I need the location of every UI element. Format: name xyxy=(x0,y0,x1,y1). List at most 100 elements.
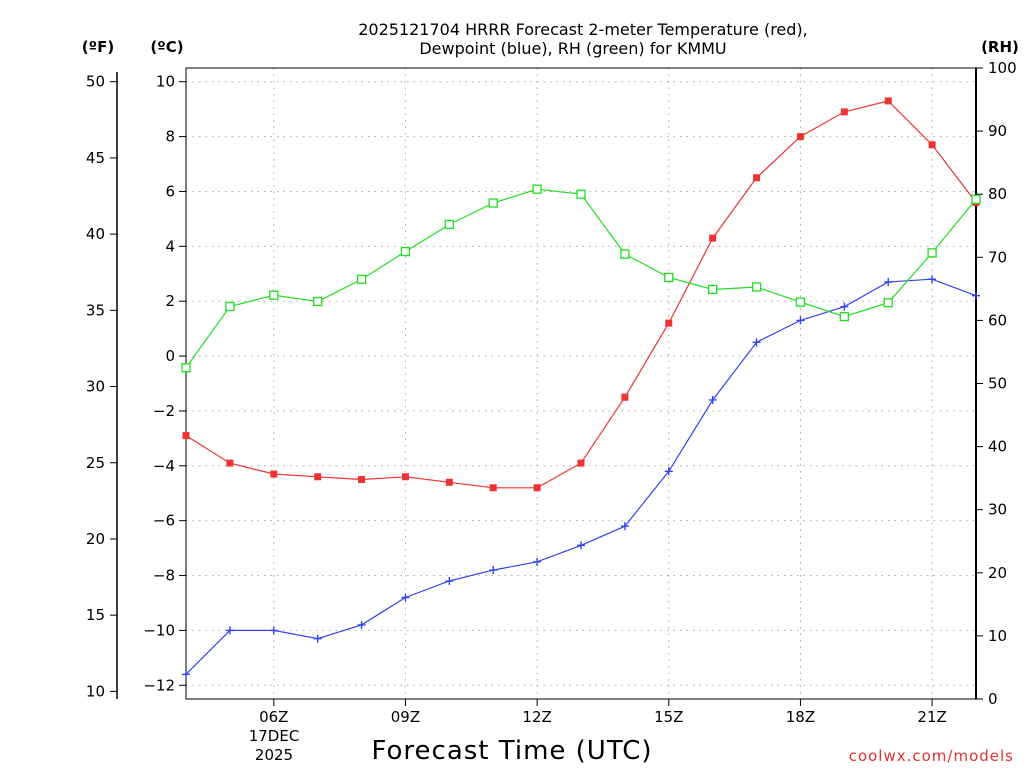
rh-point xyxy=(576,189,586,199)
temperature-line xyxy=(185,100,977,489)
celsius-tick-label: −4 xyxy=(153,457,175,475)
rh-tick-label: 20 xyxy=(988,564,1007,582)
temperature-point xyxy=(401,473,409,481)
temperature-point xyxy=(533,484,541,492)
dewpoint-point xyxy=(972,291,980,300)
rh-point xyxy=(664,272,674,283)
rh-point xyxy=(927,248,937,258)
dewpoint-point xyxy=(620,522,629,531)
time-tick-label: 09Z xyxy=(391,708,420,726)
rh-point xyxy=(444,219,454,230)
celsius-tick-label: 10 xyxy=(156,73,175,91)
temperature-point xyxy=(884,97,892,105)
celsius-tick-label: 8 xyxy=(165,128,175,146)
dewpoint-point xyxy=(928,275,937,284)
dewpoint-point xyxy=(357,620,366,629)
rh-tick-label: 100 xyxy=(988,59,1017,77)
data-series xyxy=(181,97,981,679)
celsius-tick-label: −2 xyxy=(153,402,175,420)
rh-point xyxy=(883,298,893,308)
fahrenheit-tick-label: 40 xyxy=(86,225,105,243)
dewpoint-point xyxy=(445,577,454,586)
rh-point xyxy=(400,246,411,257)
temperature-point xyxy=(928,141,936,149)
temperature-point xyxy=(621,393,629,401)
rh-point xyxy=(708,284,718,295)
credit-label: coolwx.com/models xyxy=(849,747,1014,765)
rh-point xyxy=(269,290,279,300)
fahrenheit-unit-label: (ºF) xyxy=(82,38,114,56)
celsius-tick-label: 4 xyxy=(165,237,175,255)
fahrenheit-tick-label: 10 xyxy=(86,682,105,700)
dewpoint-line xyxy=(185,278,977,675)
chart-title-line-2: Dewpoint (blue), RH (green) for KMMU xyxy=(419,39,726,58)
gridlines xyxy=(186,68,976,699)
rh-unit-label: (RH) xyxy=(981,38,1019,56)
dewpoint-point xyxy=(269,626,278,635)
celsius-tick-label: −10 xyxy=(143,621,175,639)
rh-tick-label: 0 xyxy=(988,690,998,708)
rh-point xyxy=(620,249,630,259)
rh-tick-label: 70 xyxy=(988,248,1007,266)
x-axis-title: Forecast Time (UTC) xyxy=(371,736,652,766)
dewpoint-point xyxy=(225,626,234,635)
fahrenheit-tick-label: 25 xyxy=(86,454,105,472)
temperature-point xyxy=(226,459,234,467)
rh-tick-label: 50 xyxy=(988,375,1007,393)
rh-point xyxy=(751,282,762,292)
plot-frame xyxy=(185,67,977,700)
dewpoint-point xyxy=(313,634,322,643)
rh-point xyxy=(356,274,367,285)
rh-point xyxy=(971,194,981,204)
fahrenheit-tick-label: 15 xyxy=(86,606,105,624)
celsius-tick-label: 6 xyxy=(165,182,175,200)
fahrenheit-tick-label: 30 xyxy=(86,378,105,396)
rh-point xyxy=(313,296,323,307)
temperature-point xyxy=(358,476,366,484)
celsius-tick-label: −6 xyxy=(153,512,175,530)
dewpoint-point xyxy=(664,467,673,476)
rh-point xyxy=(839,311,849,322)
time-tick-label: 12Z xyxy=(522,708,551,726)
rh-point xyxy=(181,363,191,373)
temperature-point xyxy=(577,459,585,467)
celsius-tick-label: 0 xyxy=(165,347,175,365)
time-tick-label: 06Z xyxy=(259,708,288,726)
date-year-label: 2025 xyxy=(255,746,293,764)
dewpoint-point xyxy=(796,316,805,325)
dewpoint-point xyxy=(489,566,498,575)
dewpoint-point xyxy=(401,593,410,602)
time-tick-label: 18Z xyxy=(786,708,815,726)
rh-tick-label: 30 xyxy=(988,501,1007,519)
dewpoint-point xyxy=(884,277,893,286)
rh-tick-label: 80 xyxy=(988,185,1007,203)
fahrenheit-tick-label: 50 xyxy=(86,73,105,91)
rh-tick-label: 40 xyxy=(988,438,1007,456)
celsius-tick-label: −12 xyxy=(143,676,175,694)
rh-line xyxy=(185,188,977,369)
rh-point xyxy=(225,301,235,312)
celsius-tick-label: 2 xyxy=(165,292,175,310)
rh-point xyxy=(795,297,806,307)
dewpoint-point xyxy=(182,670,190,679)
temperature-point xyxy=(489,484,497,492)
rh-point xyxy=(488,198,498,208)
rh-tick-label: 60 xyxy=(988,311,1007,329)
dewpoint-point xyxy=(708,395,717,404)
fahrenheit-tick-label: 35 xyxy=(86,301,105,319)
chart-title-line-1: 2025121704 HRRR Forecast 2-meter Tempera… xyxy=(358,20,808,39)
rh-tick-label: 90 xyxy=(988,122,1007,140)
temperature-point xyxy=(796,133,804,141)
time-tick-label: 15Z xyxy=(654,708,683,726)
time-tick-label: 21Z xyxy=(917,708,946,726)
dewpoint-point xyxy=(533,557,542,566)
temperature-point xyxy=(314,473,322,481)
dewpoint-point xyxy=(840,302,849,311)
temperature-point xyxy=(840,108,848,116)
fahrenheit-tick-label: 45 xyxy=(86,149,105,167)
axes xyxy=(116,67,977,700)
rh-tick-label: 10 xyxy=(988,627,1007,645)
